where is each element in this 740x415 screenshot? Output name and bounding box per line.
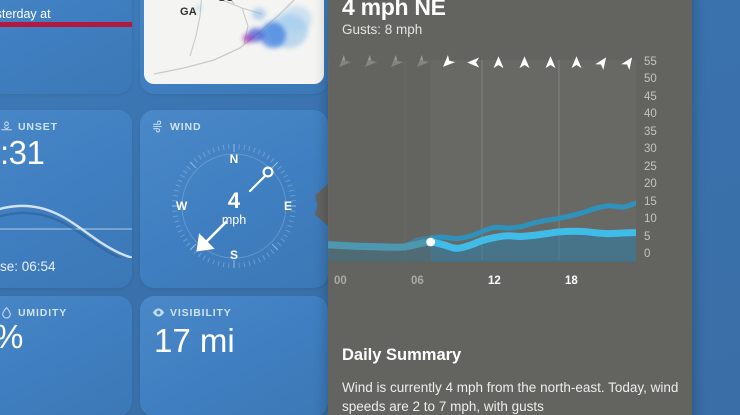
chart-ytick: 30 [644, 143, 657, 156]
visibility-card-label: VISIBILITY [170, 306, 232, 319]
wind-arrow-5 [466, 57, 479, 67]
sunset-time: :31 [0, 134, 45, 171]
compass-dial [172, 144, 296, 268]
eye-icon [152, 308, 165, 317]
wind-arrow-2 [390, 54, 403, 67]
chart-ytick: 55 [644, 56, 657, 68]
chart-ytick: 5 [644, 230, 651, 243]
temperature-bar [0, 22, 132, 27]
compass-label-s: S [229, 248, 239, 262]
wind-series-area [328, 231, 636, 262]
humidity-card-label: UMIDITY [18, 306, 68, 319]
map-label-ga: GA [180, 6, 197, 18]
wind-compass[interactable]: N E S W 4 mph [164, 136, 304, 276]
visibility-card-header: VISIBILITY [140, 296, 328, 319]
sun-arc-graph [0, 204, 132, 258]
map-label-sc: SC [218, 0, 234, 4]
chart-ytick: 20 [644, 178, 657, 191]
chart-ytick: 25 [644, 160, 657, 173]
wind-direction-arrow-row [336, 50, 636, 74]
wind-chart[interactable]: 0 5 10 15 20 25 30 35 40 45 50 55 00 06 12 18 [328, 56, 692, 305]
chart-ytick: 45 [644, 90, 657, 103]
comparison-card[interactable]: ar to yesterday at [0, 0, 132, 94]
wind-arrow-9 [571, 55, 582, 68]
chart-ytick: 50 [644, 73, 657, 86]
humidity-value: % [0, 318, 23, 356]
sunset-card[interactable]: UNSET :31 se: 06:54 [0, 110, 132, 288]
wind-detail-popover[interactable]: 4 mph NE Gusts: 8 mph 0 5 10 15 20 25 30 35 40 45… [328, 0, 692, 415]
compass-label-e: E [283, 199, 292, 213]
chart-xtick: 06 [411, 275, 424, 287]
wind-speed-readout: 4 mph [164, 190, 304, 227]
current-time-marker [426, 237, 436, 247]
visibility-value: 17 mi [154, 322, 235, 359]
wind-card-header: WIND [140, 110, 328, 133]
daily-summary-text: Wind is currently 4 mph from the north-e… [342, 380, 679, 415]
wind-chart-plot [328, 60, 636, 262]
wind-arrow-7 [519, 55, 530, 68]
humidity-card-header: UMIDITY [0, 296, 132, 319]
wind-arrow-1 [364, 54, 377, 67]
popover-beak [315, 183, 329, 227]
wind-arrow-0 [339, 54, 351, 67]
wind-arrow-3 [416, 54, 429, 67]
wind-card-label: WIND [170, 120, 202, 133]
chart-xtick: 18 [565, 275, 578, 287]
wind-arrow-8 [545, 55, 556, 68]
chart-past-overlay [328, 60, 431, 262]
chart-ytick: 10 [644, 213, 657, 226]
visibility-card[interactable]: VISIBILITY 17 mi [140, 296, 328, 415]
popover-title: 4 mph NE [342, 0, 446, 20]
chart-ytick: 40 [644, 108, 657, 121]
precipitation-map-card[interactable]: N Charlotte NC SC GA [140, 0, 328, 94]
wind-series-line [328, 227, 636, 252]
compass-label-n: N [229, 152, 239, 166]
wind-speed-unit: mph [221, 213, 247, 227]
humidity-icon [2, 306, 11, 319]
chart-ytick: 0 [644, 248, 651, 260]
wind-speed-value: 4 [227, 188, 241, 213]
humidity-card[interactable]: UMIDITY % [0, 296, 132, 415]
wind-icon [153, 120, 162, 133]
wind-arrow-4 [442, 54, 455, 67]
chart-ytick: 35 [644, 125, 657, 138]
sunset-icon [1, 121, 12, 131]
wind-arrow-6 [493, 55, 504, 68]
popover-gusts: Gusts: 8 mph [342, 22, 423, 37]
comparison-text: ar to yesterday at [0, 7, 51, 21]
sunset-card-label: UNSET [18, 120, 58, 133]
daily-summary-title: Daily Summary [342, 346, 462, 364]
wind-arrow-10 [595, 56, 607, 70]
wind-direction-arrow [196, 220, 228, 252]
gust-indicator [248, 166, 274, 193]
chart-ytick: 15 [644, 195, 657, 208]
compass-label-w: W [176, 199, 188, 213]
sunset-card-header: UNSET [0, 110, 132, 133]
map-surface[interactable]: N Charlotte NC SC GA [144, 0, 324, 84]
chart-xtick: 12 [488, 275, 501, 287]
chart-xtick: 00 [334, 275, 347, 287]
sunrise-time: se: 06:54 [0, 259, 56, 274]
wind-arrow-11 [621, 56, 633, 70]
wind-card[interactable]: WIND N E S W 4 [140, 110, 328, 288]
